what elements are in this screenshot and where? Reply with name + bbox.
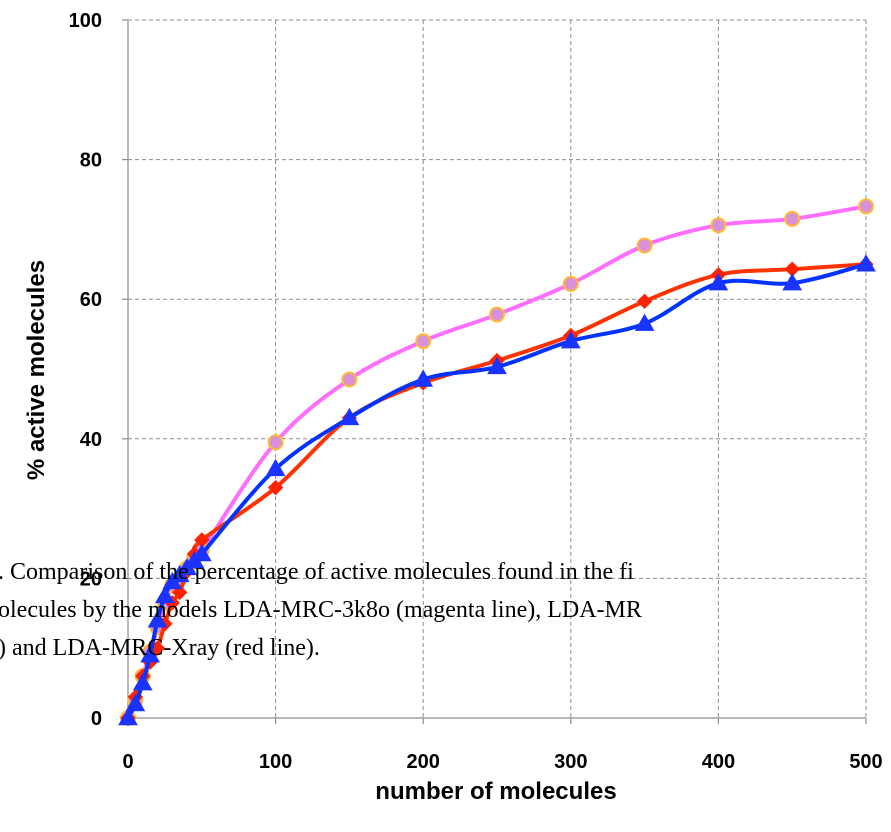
tick-labels: 0 20 40 60 80 100 0 100 200 300 400 500 xyxy=(69,10,883,773)
data-point xyxy=(858,198,874,215)
caption-line-3: ) and LDA-MRC-Xray (red line). xyxy=(0,635,320,661)
data-point xyxy=(636,237,653,254)
data-point xyxy=(265,458,286,477)
data-point xyxy=(782,273,803,291)
data-point xyxy=(118,707,138,726)
data-point xyxy=(267,434,284,451)
caption-line-1: . Comparison of the percentage of active… xyxy=(0,559,634,585)
x-tick-label: 500 xyxy=(849,751,882,773)
caption-overlay: . Comparison of the percentage of active… xyxy=(0,559,642,661)
data-point xyxy=(710,217,727,234)
x-tick-label: 200 xyxy=(407,751,440,773)
x-tick-label: 300 xyxy=(554,751,587,773)
data-point xyxy=(562,275,579,292)
y-tick-label: 100 xyxy=(69,10,102,32)
data-point xyxy=(413,369,434,387)
x-tick-label: 100 xyxy=(259,751,292,773)
data-point xyxy=(560,331,581,349)
data-point xyxy=(487,356,507,375)
data-point xyxy=(636,293,653,310)
x-axis-title: number of molecules xyxy=(375,778,616,805)
data-point xyxy=(341,371,358,388)
x-tick-label: 400 xyxy=(702,751,735,773)
data-point xyxy=(708,273,729,291)
y-tick-label: 60 xyxy=(80,289,102,311)
data-point xyxy=(147,610,168,628)
data-point xyxy=(132,673,153,691)
data-point xyxy=(125,694,146,712)
series-group xyxy=(118,198,876,726)
x-tick-label: 0 xyxy=(122,751,133,773)
data-point xyxy=(856,254,876,272)
data-point xyxy=(267,479,284,496)
y-tick-label: 80 xyxy=(80,150,102,172)
data-point xyxy=(489,306,505,323)
series-triangle xyxy=(118,254,876,726)
y-tick-label: 20 xyxy=(80,568,102,590)
data-point xyxy=(155,585,175,604)
data-point xyxy=(415,333,432,350)
data-point xyxy=(634,313,655,331)
data-point xyxy=(140,645,161,663)
axes xyxy=(122,19,867,724)
caption-line-2: olecules by the models LDA-MRC-3k8o (mag… xyxy=(0,597,642,623)
data-point xyxy=(191,543,212,562)
y-tick-label: 40 xyxy=(80,429,102,451)
y-axis-title: % active molecules xyxy=(23,260,50,480)
data-point xyxy=(339,407,360,426)
y-tick-label: 0 xyxy=(91,708,102,730)
grid xyxy=(128,19,867,718)
data-point xyxy=(784,210,801,227)
